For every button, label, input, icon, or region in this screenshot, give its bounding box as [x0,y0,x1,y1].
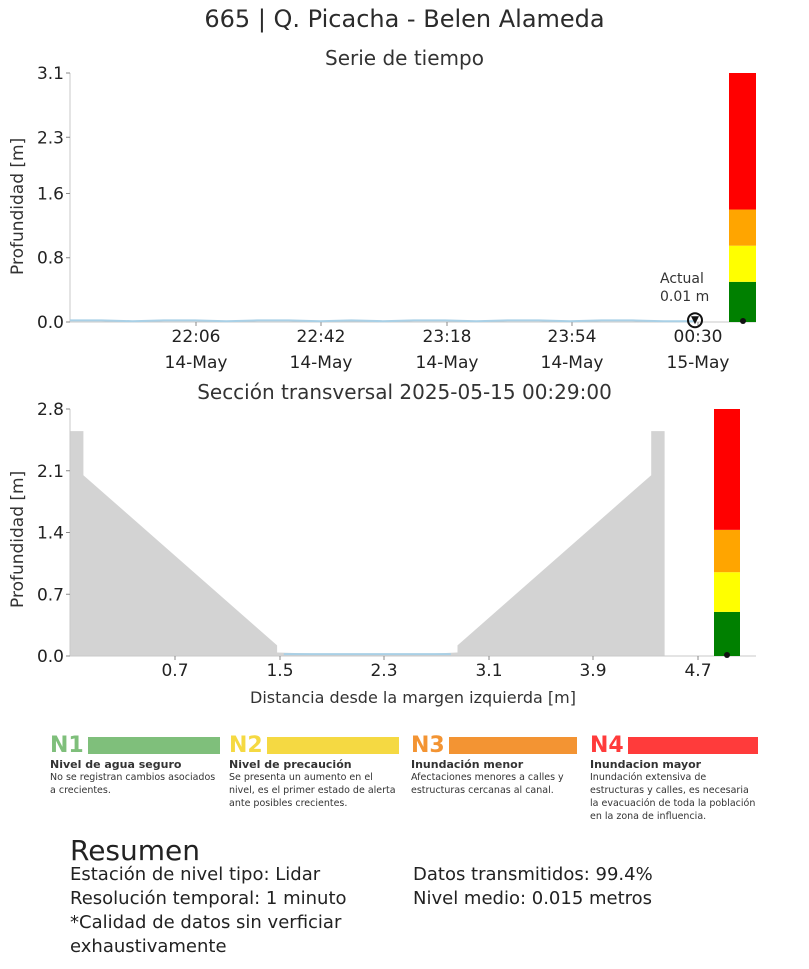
legend-n3-bar [448,737,577,754]
x-tick-label: 3.1 [475,661,502,681]
y-tick-label: 0.0 [37,647,64,667]
y-tick-label: 1.6 [37,184,64,204]
level-bar-n2 [729,245,756,282]
current-value-marker [687,312,703,329]
level-bar-n1 [729,281,756,322]
legend-n2-code: N2 [229,733,263,758]
x-tick-time: 22:06 [172,327,221,347]
section-xlabel: Distancia desde la margen izquierda [m] [250,688,576,707]
y-tick-label: 2.8 [37,400,64,420]
level-bar-n3 [714,529,740,573]
legend-n2-name: Nivel de precaución [229,758,352,771]
legend-n1-bar [87,737,220,754]
legend-n4-desc: Inundación extensiva de estructuras y ca… [590,772,756,822]
x-tick-date: 14-May [290,353,353,373]
legend-n4-code: N4 [590,733,624,758]
x-tick-label: 1.5 [266,661,293,681]
level-bar-n3 [729,209,756,246]
depth-series-line [70,319,695,323]
summary-station-type: Estación de nivel tipo: Lidar [70,864,321,885]
x-tick-time: 22:42 [297,327,346,347]
actual-label: Actual [660,271,704,287]
level-bar-current-dot [740,318,746,324]
summary-left: Estación de nivel tipo: Lidar Resolución… [70,863,390,959]
level-bar-n4 [714,409,740,530]
x-tick-label: 3.9 [579,661,606,681]
y-tick-label: 0.0 [37,313,64,333]
summary-quality-note: *Calidad de datos sin verficiar exhausti… [70,912,342,957]
legend-n4: N4 Inundacion mayor Inundación extensiva… [590,733,758,823]
legend-n2: N2 Nivel de precaución Se presenta un au… [229,733,399,810]
summary-title: Resumen [70,834,201,867]
x-tick-time: 23:54 [548,327,597,347]
y-tick-label: 0.8 [37,249,64,269]
y-tick-label: 3.1 [37,64,64,84]
x-tick-time: 00:30 [674,327,723,347]
timeseries-title: Serie de tiempo [325,46,484,70]
page-title: 665 | Q. Picacha - Belen Alameda [204,5,605,33]
summary-mean-level: Nivel medio: 0.015 metros [413,888,653,909]
legend-n4-bar [627,737,758,754]
timeseries-chart: 0.0 0.8 1.6 2.3 3.1 22:06 14-May 22:42 14-May 23:… [37,64,756,373]
y-tick-label: 1.4 [37,524,64,544]
x-tick-date: 14-May [165,353,228,373]
x-tick-label: 2.3 [370,661,397,681]
legend-n1-desc: No se registran cambios asociados a crec… [50,772,216,796]
legend-n3-name: Inundación menor [411,758,524,771]
y-tick-label: 0.7 [37,585,64,605]
actual-value: 0.01 m [660,289,710,305]
x-tick-label: 4.7 [684,661,711,681]
x-tick-date: 14-May [541,353,604,373]
legend-n1-name: Nivel de agua seguro [50,758,182,771]
legend-n1-code: N1 [50,733,84,758]
level-bar-n2 [714,572,740,612]
section-chart: 0.0 0.7 1.4 2.1 2.8 0.7 1.5 2.3 3.1 3.9 4.7 [37,400,756,681]
level-bar-n1 [714,611,740,656]
actual-annotation: Actual 0.01 m [660,270,709,306]
legend-n1: N1 Nivel de agua seguro No se registran … [50,733,220,797]
x-tick-time: 23:18 [423,327,472,347]
summary-transmitted: Datos transmitidos: 99.4% [413,864,653,885]
legend-n3-code: N3 [411,733,445,758]
legend-n3-desc: Afectaciones menores a calles y estructu… [411,772,564,796]
x-tick-date: 15-May [667,353,730,373]
summary-right: Datos transmitidos: 99.4% Nivel medio: 0… [413,863,773,911]
legend-n2-bar [266,737,399,754]
current-value-arrow [691,316,699,325]
x-tick-date: 14-May [416,353,479,373]
legend-n3: N3 Inundación menor Afectaciones menores… [411,733,577,797]
y-tick-label: 2.1 [37,462,64,482]
summary-resolution: Resolución temporal: 1 minuto [70,888,347,909]
legend-n2-desc: Se presenta un aumento en el nivel, es e… [229,772,396,809]
section-title: Sección transversal 2025-05-15 00:29:00 [197,380,612,404]
y-tick-label: 2.3 [37,128,64,148]
level-bar-current-dot [724,652,730,658]
channel-profile [70,431,665,656]
level-bar-n4 [729,73,756,210]
x-tick-label: 0.7 [161,661,188,681]
legend-n4-name: Inundacion mayor [590,758,702,771]
